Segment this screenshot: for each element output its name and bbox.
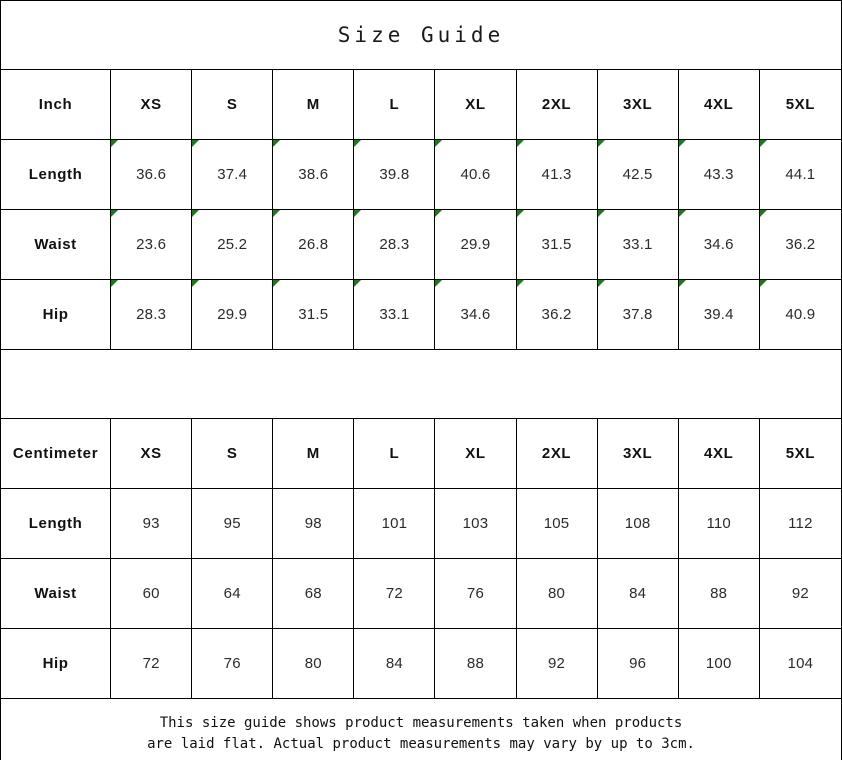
note-line-1: This size guide shows product measuremen… [159,715,683,731]
table-spacer [0,349,842,419]
cell-cm-hip-xl: 88 [434,628,517,699]
page-title: Size Guide [0,0,842,70]
cell-cm-waist-2xl: 80 [515,558,598,629]
cell-inch-length-m: 38.6 [272,139,355,210]
cell-cm-waist-s: 64 [191,558,274,629]
cell-inch-hip-xl: 34.6 [434,279,517,350]
size-header-3xl: 3XL [596,69,679,140]
cell-inch-waist-m: 26.8 [272,209,355,280]
size-header-s: S [191,69,274,140]
cell-cm-hip-2xl: 92 [515,628,598,699]
cell-inch-hip-l: 33.1 [353,279,436,350]
cell-cm-hip-4xl: 100 [677,628,760,699]
cell-cm-hip-s: 76 [191,628,274,699]
size-header-m: M [272,69,355,140]
table-row: Waist 23.6 25.2 26.8 28.3 29.9 31.5 33.1… [0,209,842,280]
cell-inch-waist-4xl: 34.6 [677,209,760,280]
size-header-cm-s: S [191,418,274,489]
cell-cm-waist-xs: 60 [110,558,193,629]
spacer-row [0,349,842,419]
row-label-waist-inch: Waist [0,209,112,280]
note-line-2: are laid flat. Actual product measuremen… [147,736,695,752]
cell-inch-length-5xl: 44.1 [758,139,842,210]
cell-inch-length-l: 39.8 [353,139,436,210]
cell-cm-hip-l: 84 [353,628,436,699]
cell-cm-length-5xl: 112 [758,488,842,559]
cell-inch-length-s: 37.4 [191,139,274,210]
size-header-cm-m: M [272,418,355,489]
cell-inch-waist-xs: 23.6 [110,209,193,280]
cell-cm-length-l: 101 [353,488,436,559]
unit-header-centimeter: Centimeter [0,418,112,489]
cell-inch-length-2xl: 41.3 [515,139,598,210]
table-row: Length 36.6 37.4 38.6 39.8 40.6 41.3 42.… [0,139,842,210]
table-row: Length 93 95 98 101 103 105 108 110 112 [0,488,842,559]
size-header-5xl: 5XL [758,69,842,140]
cell-inch-hip-5xl: 40.9 [758,279,842,350]
size-header-4xl: 4XL [677,69,760,140]
size-header-xl: XL [434,69,517,140]
header-row-centimeter: Centimeter XS S M L XL 2XL 3XL 4XL 5XL [0,418,842,489]
cell-inch-length-3xl: 42.5 [596,139,679,210]
size-header-l: L [353,69,436,140]
cell-cm-length-xl: 103 [434,488,517,559]
size-header-cm-2xl: 2XL [515,418,598,489]
cell-cm-hip-xs: 72 [110,628,193,699]
size-header-cm-5xl: 5XL [758,418,842,489]
size-header-cm-xl: XL [434,418,517,489]
cell-inch-waist-2xl: 31.5 [515,209,598,280]
cell-inch-waist-s: 25.2 [191,209,274,280]
title-row: Size Guide [0,0,842,70]
size-header-cm-xs: XS [110,418,193,489]
size-header-cm-3xl: 3XL [596,418,679,489]
footer-note-row: This size guide shows product measuremen… [0,698,842,760]
cell-cm-waist-3xl: 84 [596,558,679,629]
cell-cm-hip-m: 80 [272,628,355,699]
size-guide-note: This size guide shows product measuremen… [0,698,842,760]
unit-header-inch: Inch [0,69,112,140]
table-row: Hip 28.3 29.9 31.5 33.1 34.6 36.2 37.8 3… [0,279,842,350]
cell-cm-waist-m: 68 [272,558,355,629]
cell-inch-waist-5xl: 36.2 [758,209,842,280]
cell-cm-waist-l: 72 [353,558,436,629]
header-row-inch: Inch XS S M L XL 2XL 3XL 4XL 5XL [0,69,842,140]
cell-inch-hip-2xl: 36.2 [515,279,598,350]
cell-inch-length-4xl: 43.3 [677,139,760,210]
table-row: Waist 60 64 68 72 76 80 84 88 92 [0,558,842,629]
cell-cm-hip-5xl: 104 [758,628,842,699]
size-header-2xl: 2XL [515,69,598,140]
cell-inch-length-xl: 40.6 [434,139,517,210]
row-label-waist-cm: Waist [0,558,112,629]
cell-inch-hip-4xl: 39.4 [677,279,760,350]
cell-cm-length-4xl: 110 [677,488,760,559]
row-label-length-inch: Length [0,139,112,210]
row-label-hip-cm: Hip [0,628,112,699]
cell-inch-hip-m: 31.5 [272,279,355,350]
cell-inch-hip-3xl: 37.8 [596,279,679,350]
size-header-cm-4xl: 4XL [677,418,760,489]
cell-cm-length-xs: 93 [110,488,193,559]
cell-inch-waist-xl: 29.9 [434,209,517,280]
cell-cm-length-3xl: 108 [596,488,679,559]
size-header-xs: XS [110,69,193,140]
row-label-hip-inch: Hip [0,279,112,350]
cell-inch-waist-l: 28.3 [353,209,436,280]
cell-cm-waist-4xl: 88 [677,558,760,629]
cell-inch-hip-xs: 28.3 [110,279,193,350]
cell-cm-waist-xl: 76 [434,558,517,629]
cell-cm-waist-5xl: 92 [758,558,842,629]
cell-cm-length-m: 98 [272,488,355,559]
cell-cm-hip-3xl: 96 [596,628,679,699]
cell-inch-hip-s: 29.9 [191,279,274,350]
size-header-cm-l: L [353,418,436,489]
row-label-length-cm: Length [0,488,112,559]
cell-inch-length-xs: 36.6 [110,139,193,210]
cell-inch-waist-3xl: 33.1 [596,209,679,280]
cell-cm-length-2xl: 105 [515,488,598,559]
cell-cm-length-s: 95 [191,488,274,559]
table-row: Hip 72 76 80 84 88 92 96 100 104 [0,628,842,699]
